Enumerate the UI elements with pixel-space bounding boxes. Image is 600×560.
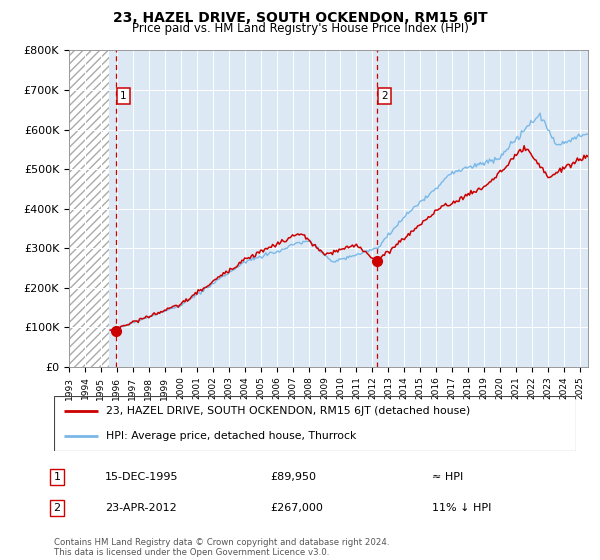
Text: 2: 2	[382, 91, 388, 101]
Text: £89,950: £89,950	[270, 472, 316, 482]
Text: 23, HAZEL DRIVE, SOUTH OCKENDON, RM15 6JT: 23, HAZEL DRIVE, SOUTH OCKENDON, RM15 6J…	[113, 11, 487, 25]
Text: 1: 1	[53, 472, 61, 482]
Text: 23, HAZEL DRIVE, SOUTH OCKENDON, RM15 6JT (detached house): 23, HAZEL DRIVE, SOUTH OCKENDON, RM15 6J…	[106, 406, 470, 416]
Text: Contains HM Land Registry data © Crown copyright and database right 2024.
This d: Contains HM Land Registry data © Crown c…	[54, 538, 389, 557]
Text: 2: 2	[53, 503, 61, 513]
Text: 15-DEC-1995: 15-DEC-1995	[105, 472, 179, 482]
Text: Price paid vs. HM Land Registry's House Price Index (HPI): Price paid vs. HM Land Registry's House …	[131, 22, 469, 35]
Text: 1: 1	[120, 91, 127, 101]
Text: £267,000: £267,000	[270, 503, 323, 513]
Text: 11% ↓ HPI: 11% ↓ HPI	[432, 503, 491, 513]
Text: ≈ HPI: ≈ HPI	[432, 472, 463, 482]
Text: 23-APR-2012: 23-APR-2012	[105, 503, 177, 513]
Text: HPI: Average price, detached house, Thurrock: HPI: Average price, detached house, Thur…	[106, 431, 356, 441]
Bar	[69, 50, 109, 367]
